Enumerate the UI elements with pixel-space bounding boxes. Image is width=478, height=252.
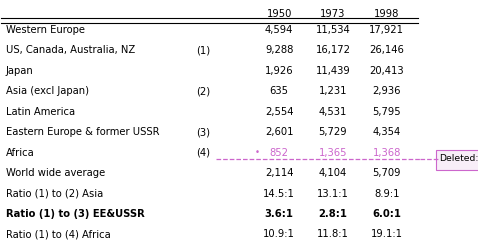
Text: 3.6:1: 3.6:1 — [265, 209, 293, 219]
Text: 2,114: 2,114 — [265, 168, 293, 178]
Text: 1998: 1998 — [374, 9, 400, 19]
Text: 4,354: 4,354 — [372, 127, 401, 137]
Text: (4): (4) — [196, 148, 210, 158]
Text: Ratio (1) to (2) Asia: Ratio (1) to (2) Asia — [6, 188, 103, 199]
Text: 11,534: 11,534 — [315, 25, 350, 35]
Text: 852: 852 — [270, 148, 289, 158]
Text: 4,594: 4,594 — [265, 25, 293, 35]
Text: 13.1:1: 13.1:1 — [317, 188, 349, 199]
Text: Asia (excl Japan): Asia (excl Japan) — [6, 86, 89, 96]
Text: •: • — [254, 148, 259, 157]
Text: (2): (2) — [196, 86, 210, 96]
Text: Japan: Japan — [6, 66, 33, 76]
Text: Ratio (1) to (3) EE&USSR: Ratio (1) to (3) EE&USSR — [6, 209, 145, 219]
Text: Latin America: Latin America — [6, 107, 75, 117]
Text: 1,231: 1,231 — [319, 86, 347, 96]
Text: 1,926: 1,926 — [265, 66, 293, 76]
Text: 20,413: 20,413 — [369, 66, 404, 76]
Text: 4,531: 4,531 — [319, 107, 347, 117]
Text: 2.8:1: 2.8:1 — [318, 209, 348, 219]
Text: 6.0:1: 6.0:1 — [372, 209, 401, 219]
Text: 5,709: 5,709 — [372, 168, 401, 178]
Text: 19.1:1: 19.1:1 — [371, 229, 403, 239]
FancyBboxPatch shape — [436, 150, 478, 170]
Text: 2,936: 2,936 — [372, 86, 401, 96]
Text: 26,146: 26,146 — [369, 45, 404, 55]
Text: Africa: Africa — [6, 148, 34, 158]
Text: 1,365: 1,365 — [319, 148, 347, 158]
Text: 1973: 1973 — [320, 9, 346, 19]
Text: 2,554: 2,554 — [265, 107, 293, 117]
Text: 5,729: 5,729 — [319, 127, 348, 137]
Text: Eastern Europe & former USSR: Eastern Europe & former USSR — [6, 127, 159, 137]
Text: Deleted:: Deleted: — [439, 154, 478, 163]
Text: 5,795: 5,795 — [372, 107, 401, 117]
Text: Ratio (1) to (4) Africa: Ratio (1) to (4) Africa — [6, 229, 110, 239]
Text: 2,601: 2,601 — [265, 127, 293, 137]
Text: 8.9:1: 8.9:1 — [374, 188, 400, 199]
Text: 4,104: 4,104 — [319, 168, 347, 178]
Text: 1950: 1950 — [267, 9, 292, 19]
Text: 17,921: 17,921 — [369, 25, 404, 35]
Text: US, Canada, Australia, NZ: US, Canada, Australia, NZ — [6, 45, 135, 55]
Text: 635: 635 — [270, 86, 289, 96]
Text: 11,439: 11,439 — [315, 66, 350, 76]
Text: (3): (3) — [196, 127, 210, 137]
Text: 9,288: 9,288 — [265, 45, 293, 55]
Text: 16,172: 16,172 — [315, 45, 350, 55]
Text: 11.8:1: 11.8:1 — [317, 229, 349, 239]
Text: Western Europe: Western Europe — [6, 25, 85, 35]
Text: 10.9:1: 10.9:1 — [263, 229, 295, 239]
Text: World wide average: World wide average — [6, 168, 105, 178]
Text: 1,368: 1,368 — [372, 148, 401, 158]
Text: 14.5:1: 14.5:1 — [263, 188, 295, 199]
Text: (1): (1) — [196, 45, 210, 55]
